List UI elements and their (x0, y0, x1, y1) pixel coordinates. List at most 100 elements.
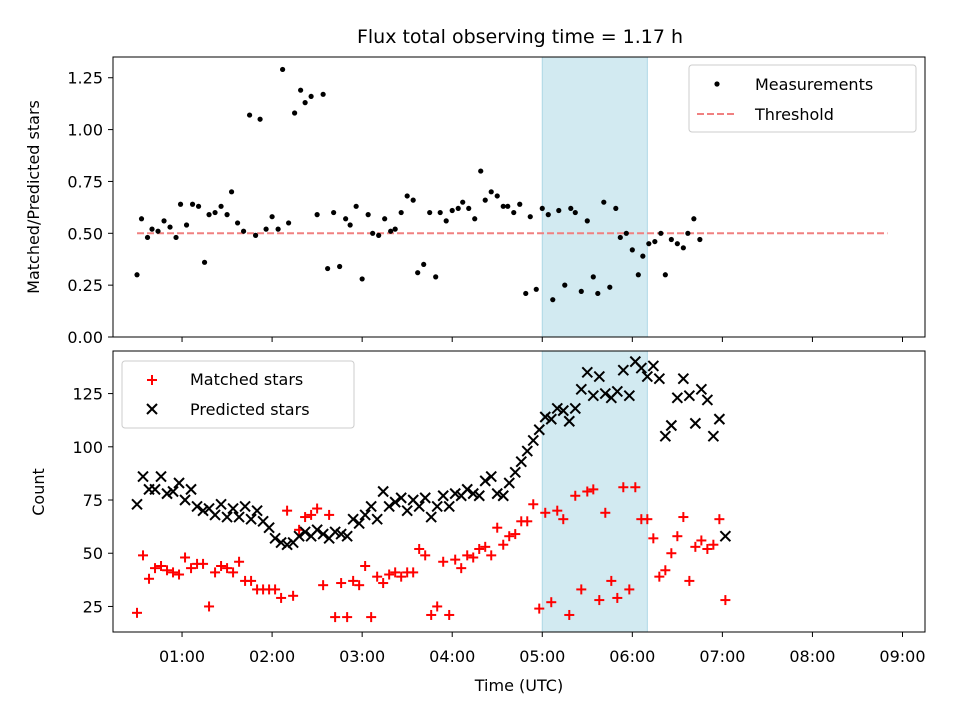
measurement-point (331, 210, 336, 215)
measurement-point (523, 291, 528, 296)
measurement-point (489, 189, 494, 194)
measurement-point (321, 92, 326, 97)
measurement-point (257, 117, 262, 122)
y-tick-label: 0.75 (67, 172, 103, 191)
measurement-point (393, 227, 398, 232)
y-tick-label: 1.25 (67, 69, 103, 88)
top-highlight-span (542, 57, 647, 337)
measurement-point (196, 204, 201, 209)
y-tick-label: 125 (72, 385, 103, 404)
measurement-point (173, 235, 178, 240)
measurement-point (460, 200, 465, 205)
measurement-point (579, 289, 584, 294)
measurement-point (376, 233, 381, 238)
measurement-point (167, 224, 172, 229)
measurement-point (675, 241, 680, 246)
measurement-point (218, 204, 223, 209)
figure: Flux total observing time = 1.17 h 0.00 0… (0, 0, 960, 720)
x-tick-label: 03:00 (339, 647, 385, 666)
measurement-point (669, 237, 674, 242)
measurement-point (640, 254, 645, 259)
legend-measurements-marker (714, 81, 719, 86)
measurement-point (427, 210, 432, 215)
measurement-point (190, 202, 195, 207)
measurement-point (139, 216, 144, 221)
measurement-point (568, 206, 573, 211)
measurement-point (505, 204, 510, 209)
measurement-point (178, 202, 183, 207)
measurement-point (607, 285, 612, 290)
measurement-point (388, 229, 393, 234)
measurement-point (550, 297, 555, 302)
measurement-point (303, 100, 308, 105)
measurement-point (354, 204, 359, 209)
measurement-point (585, 218, 590, 223)
measurement-point (562, 283, 567, 288)
measurement-point (438, 210, 443, 215)
measurement-point (517, 202, 522, 207)
measurement-point (630, 247, 635, 252)
measurement-point (224, 212, 229, 217)
measurement-point (444, 218, 449, 223)
measurement-point (433, 274, 438, 279)
measurement-point (556, 208, 561, 213)
measurement-point (206, 212, 211, 217)
measurement-point (466, 206, 471, 211)
measurement-point (595, 291, 600, 296)
measurement-point (325, 266, 330, 271)
bottom-legend: Matched stars Predicted stars (122, 361, 354, 428)
measurement-point (269, 214, 274, 219)
measurement-point (478, 168, 483, 173)
measurement-point (348, 222, 353, 227)
measurement-point (636, 272, 641, 277)
measurement-point (202, 260, 207, 265)
measurement-point (601, 200, 606, 205)
measurement-point (511, 210, 516, 215)
y-tick-label: 25 (83, 597, 103, 616)
measurement-point (483, 198, 488, 203)
measurement-point (309, 94, 314, 99)
measurement-point (134, 272, 139, 277)
y-tick-label: 0.00 (67, 328, 103, 347)
x-tick-label: 09:00 (879, 647, 925, 666)
highlight-span-rect (542, 57, 647, 337)
measurement-point (161, 218, 166, 223)
x-tick-label: 07:00 (699, 647, 745, 666)
measurement-point (534, 287, 539, 292)
measurement-point (546, 212, 551, 217)
measurement-point (540, 206, 545, 211)
y-tick-label: 50 (83, 544, 103, 563)
measurement-point (663, 272, 668, 277)
top-legend: Measurements Threshold (689, 65, 916, 132)
y-tick-label: 1.00 (67, 121, 103, 140)
measurement-point (212, 210, 217, 215)
measurement-point (658, 231, 663, 236)
measurement-point (697, 237, 702, 242)
measurement-point (145, 235, 150, 240)
top-y-axis-label: Matched/Predicted stars (24, 100, 43, 294)
x-tick-label: 08:00 (789, 647, 835, 666)
measurement-point (450, 208, 455, 213)
measurement-point (421, 262, 426, 267)
measurement-point (399, 210, 404, 215)
measurement-point (624, 231, 629, 236)
measurement-point (652, 239, 657, 244)
x-tick-label: 06:00 (609, 647, 655, 666)
measurement-point (528, 214, 533, 219)
y-tick-label: 0.25 (67, 276, 103, 295)
measurement-point (263, 227, 268, 232)
x-tick-label: 01:00 (159, 647, 205, 666)
measurement-point (501, 204, 506, 209)
measurement-point (247, 112, 252, 117)
y-tick-label: 0.50 (67, 224, 103, 243)
x-axis-label: Time (UTC) (474, 676, 563, 695)
measurement-point (292, 110, 297, 115)
chart-title: Flux total observing time = 1.17 h (357, 26, 683, 48)
measurement-point (276, 227, 281, 232)
measurement-point (286, 220, 291, 225)
legend-predicted-label: Predicted stars (190, 400, 310, 419)
measurement-point (370, 231, 375, 236)
measurement-point (280, 67, 285, 72)
measurement-point (184, 222, 189, 227)
measurement-point (298, 88, 303, 93)
